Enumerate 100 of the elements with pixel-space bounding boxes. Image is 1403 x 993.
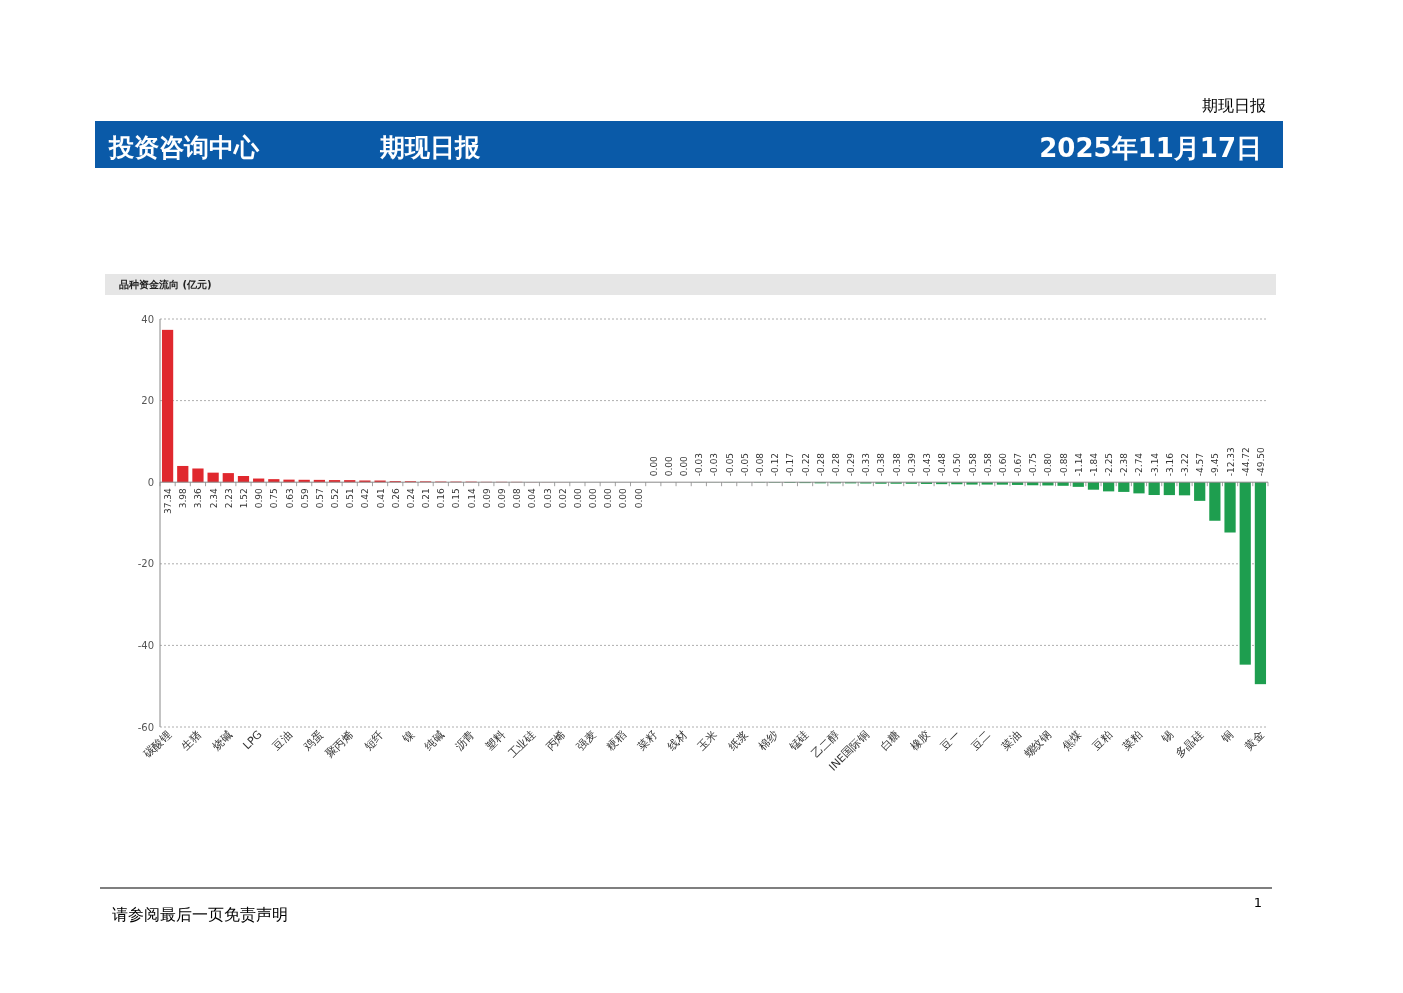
x-tick-label: 豆一 [938,727,963,753]
text: 期现日报 [379,133,481,162]
data-label: -0.58 [967,452,978,477]
data-label: -1.14 [1073,452,1084,477]
x-tick-label: 玉米 [695,727,721,753]
data-label: 0.59 [299,487,310,509]
x-tick-label: 粳稻 [604,727,630,753]
chart-title: 品种资金流向 (亿元) [119,279,212,290]
data-label: -0.50 [952,452,963,477]
data-label: -1.84 [1088,452,1099,477]
data-label: -0.38 [891,452,902,477]
x-tick-label: 橡胶 [907,727,933,753]
data-label: 0.21 [421,488,432,509]
x-tick-label: 菜粕 [1120,727,1146,753]
data-label: -0.22 [800,452,811,477]
x-tick-label: 菜籽 [634,727,660,753]
data-label: 0.15 [451,488,462,509]
text: 投资咨询中心 [108,133,260,162]
data-label: 0.03 [542,488,553,509]
data-label: 0.16 [436,487,447,509]
x-tick-label: 多晶硅 [1173,727,1206,761]
x-tick-label: 强麦 [573,727,599,753]
data-label: -3.14 [1149,452,1160,477]
data-label: 0.75 [269,488,280,509]
data-label: -0.12 [770,452,781,477]
data-label: -0.17 [785,452,796,477]
data-label: -0.75 [1028,452,1039,477]
data-label: 0.41 [375,488,386,509]
data-label: 3.36 [193,487,204,509]
data-label: 37.34 [163,487,174,514]
data-label: -2.74 [1134,452,1145,477]
data-label: 0.09 [481,487,492,509]
data-label: 0.14 [466,487,477,509]
data-label: -0.03 [709,452,720,477]
data-label: 2.34 [208,487,219,509]
data-label: -0.60 [997,452,1008,477]
data-label: -0.80 [1043,452,1054,477]
x-tick-label: 豆油 [270,727,296,753]
x-tick-label: 短纤 [361,727,387,753]
x-tick-label: 塑料 [482,727,508,753]
x-tick-label: 线材 [665,727,690,753]
data-label: -0.28 [815,452,826,477]
data-label: -0.58 [982,452,993,477]
x-tick-label: 棉纱 [756,727,781,753]
data-label: -0.29 [846,452,857,477]
data-label: 0.42 [360,488,371,509]
data-label: -9.45 [1210,452,1221,477]
data-label: -0.03 [694,452,705,477]
x-tick-label: 丙烯 [543,727,569,753]
x-tick-label: 菜油 [998,727,1024,753]
x-tick-label: 豆粕 [1090,727,1115,753]
data-label: -0.05 [739,452,750,477]
data-label: -12.33 [1225,447,1236,477]
text: 请参阅最后一页免责声明 [112,905,288,924]
x-tick-label: 工业硅 [505,727,538,761]
y-tick-label: 40 [141,313,154,325]
data-label: -0.08 [755,452,766,477]
data-label: 0.26 [390,487,401,509]
data-label: 0.00 [603,487,614,509]
x-tick-label: 纸浆 [725,727,751,753]
x-tick-label: 聚丙烯 [323,727,356,761]
y-tick-label: -20 [137,558,154,570]
data-label: -0.33 [861,452,872,477]
y-tick-label: 20 [141,395,154,407]
x-tick-label: 焦煤 [1059,727,1085,753]
data-label: 0.09 [497,487,508,509]
text: 1 [1253,895,1262,910]
data-label: -0.67 [1013,452,1024,477]
y-tick-label: -60 [137,721,154,733]
data-label: 0.00 [679,455,690,477]
x-tick-label: 镍 [398,727,417,746]
data-label: -0.43 [921,452,932,477]
data-label: 0.00 [663,455,674,477]
data-label: -0.88 [1058,452,1069,477]
data-label: -0.38 [876,452,887,477]
data-label: 0.52 [330,488,341,509]
data-label: 0.00 [618,487,629,509]
data-label: 0.00 [633,487,644,509]
data-label: 0.24 [405,487,416,509]
x-tick-label: 锡 [1157,727,1176,746]
data-label: 0.00 [648,455,659,477]
data-label: -4.57 [1195,452,1206,477]
x-tick-label: 沥青 [452,727,478,753]
data-label: 0.00 [572,487,583,509]
data-label: 0.04 [527,487,538,509]
data-label: 3.98 [178,487,189,509]
data-label: 0.00 [588,487,599,509]
data-label: 0.08 [512,487,523,509]
x-tick-label: 白糖 [877,727,903,753]
x-tick-label: 纯碱 [422,727,447,753]
y-tick-label: 0 [147,476,154,488]
data-label: -3.22 [1180,452,1191,477]
data-label: -3.16 [1164,452,1175,477]
data-label: -0.28 [830,452,841,477]
x-tick-label: 烧碱 [209,727,235,753]
x-tick-label: 黄金 [1241,727,1267,753]
data-label: 0.51 [345,488,356,509]
x-tick-label: 螺纹钢 [1021,727,1055,761]
data-label: 1.52 [238,488,249,509]
data-label: 0.02 [557,488,568,509]
